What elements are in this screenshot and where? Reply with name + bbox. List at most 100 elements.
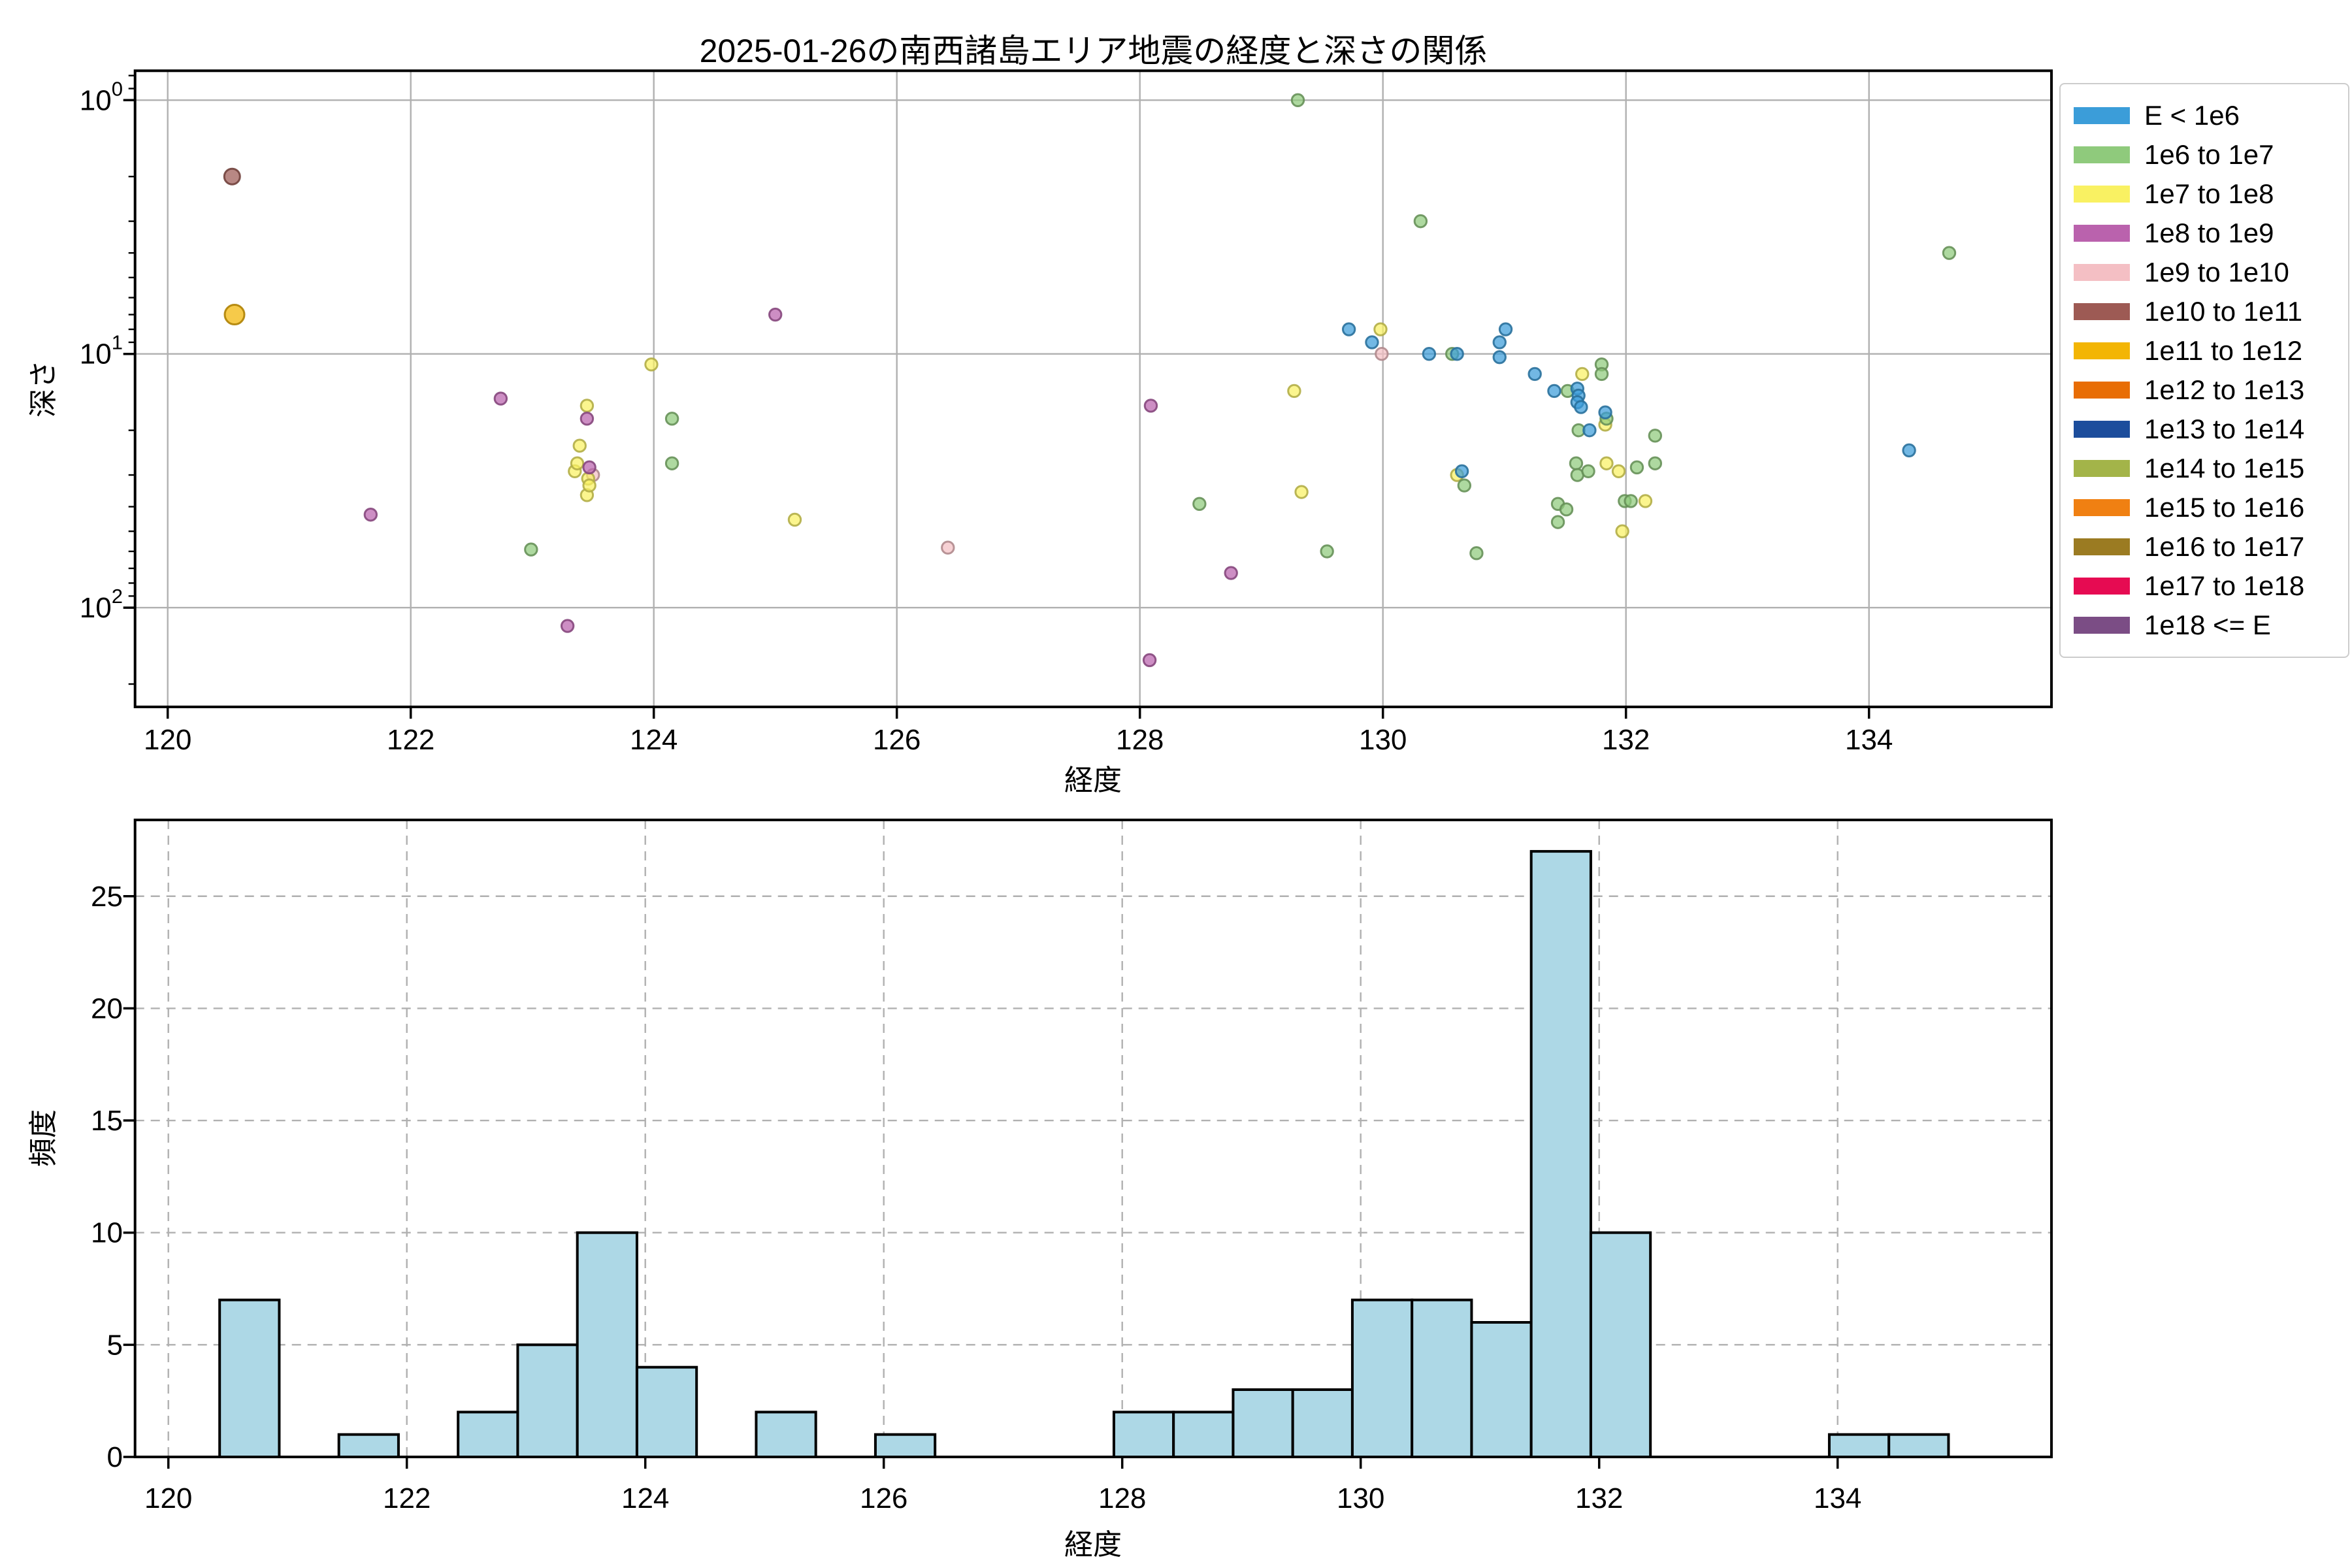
log-tick-label: 100: [80, 77, 123, 116]
legend-label: 1e18 <= E: [2144, 610, 2271, 640]
legend: E < 1e6 1e6 to 1e7 1e7 to 1e8 1e8 to 1e9 1e9…: [2059, 83, 2349, 658]
legend-swatch: [2074, 107, 2130, 124]
histogram-bar: [1291, 1388, 1354, 1459]
data-point: [1142, 653, 1157, 668]
legend-label: 1e7 to 1e8: [2144, 178, 2274, 209]
data-point: [363, 508, 378, 522]
data-point: [1574, 400, 1588, 414]
legend-swatch: [2074, 617, 2130, 634]
legend-label: 1e11 to 1e12: [2144, 335, 2303, 366]
tick-label: 122: [387, 724, 434, 756]
data-point: [1294, 485, 1309, 499]
histogram-bar: [635, 1365, 698, 1458]
data-point: [1547, 384, 1561, 399]
tick-label: 128: [1098, 1482, 1146, 1514]
data-point: [1615, 524, 1629, 538]
scatter-series: [568, 322, 1653, 538]
data-point: [1341, 322, 1356, 336]
data-point: [1648, 456, 1663, 470]
tick-label: 122: [383, 1482, 431, 1514]
data-point: [664, 456, 679, 470]
tick-label: 15: [91, 1105, 123, 1137]
scatter-series: [586, 347, 1389, 555]
scatter-series: [524, 93, 1957, 561]
data-point: [1648, 429, 1663, 443]
tick-label: 120: [144, 724, 191, 756]
legend-label: 1e10 to 1e11: [2144, 296, 2303, 327]
data-point: [1559, 502, 1574, 517]
data-point: [1373, 322, 1388, 336]
data-point: [1599, 456, 1614, 470]
legend-item: 1e6 to 1e7: [2074, 139, 2348, 171]
log-tick-label: 102: [80, 585, 123, 624]
tick-label: 124: [621, 1482, 669, 1514]
histogram-ylabel: 頻度: [27, 1109, 59, 1167]
tick-label: 126: [873, 724, 921, 756]
data-point: [1365, 335, 1379, 350]
legend-item: 1e17 to 1e18: [2074, 570, 2348, 602]
data-point: [1290, 93, 1305, 108]
scatter-series: [363, 307, 1238, 668]
legend-item: 1e18 <= E: [2074, 610, 2348, 641]
histogram-bar: [1232, 1388, 1294, 1459]
data-point: [768, 307, 783, 322]
data-point: [644, 357, 659, 372]
histogram-bar: [337, 1433, 400, 1458]
data-point: [524, 542, 538, 557]
data-point: [1450, 347, 1464, 361]
tick-label: 132: [1602, 724, 1650, 756]
legend-swatch: [2074, 264, 2130, 281]
histogram-bar: [1529, 850, 1592, 1458]
legend-label: 1e13 to 1e14: [2144, 414, 2305, 444]
scatter-series: [1341, 322, 1916, 478]
data-point: [1629, 460, 1644, 475]
data-point: [570, 456, 585, 470]
histogram-bar: [457, 1411, 519, 1459]
data-point: [582, 478, 596, 493]
histogram-bar: [1411, 1298, 1473, 1458]
data-point: [1454, 464, 1469, 478]
data-point: [493, 391, 508, 406]
legend-label: E < 1e6: [2144, 100, 2240, 131]
tick-label: 10: [91, 1217, 123, 1249]
data-point: [1598, 405, 1612, 419]
data-point: [1942, 246, 1957, 260]
log-tick-label: 101: [80, 331, 123, 370]
legend-item: 1e8 to 1e9: [2074, 218, 2348, 249]
data-point: [223, 304, 246, 326]
histogram-bar: [1112, 1411, 1175, 1459]
data-point: [1320, 544, 1334, 559]
legend-item: 1e9 to 1e10: [2074, 257, 2348, 288]
data-point: [580, 412, 595, 426]
data-point: [664, 412, 679, 426]
data-point: [1582, 423, 1597, 438]
legend-item: 1e11 to 1e12: [2074, 335, 2348, 367]
histogram-xlabel: 経度: [1064, 1529, 1122, 1561]
data-point: [1498, 322, 1513, 336]
data-point: [1581, 464, 1595, 478]
data-point: [941, 540, 955, 555]
scatter-spines: [133, 69, 2053, 709]
histogram-bar: [874, 1433, 937, 1458]
data-point: [1575, 367, 1590, 382]
histogram-bar: [1470, 1321, 1533, 1459]
legend-swatch: [2074, 538, 2130, 555]
legend-label: 1e8 to 1e9: [2144, 218, 2274, 248]
data-point: [1638, 494, 1653, 508]
legend-item: 1e12 to 1e13: [2074, 374, 2348, 406]
legend-label: 1e9 to 1e10: [2144, 257, 2289, 287]
legend-swatch: [2074, 382, 2130, 399]
data-point: [1422, 347, 1437, 361]
histogram-plot: 120 122 124 126 128 130 132 134 0 5 10 15 20 25: [91, 819, 2053, 1514]
data-point: [1492, 335, 1507, 350]
legend-label: 1e14 to 1e15: [2144, 453, 2305, 483]
histogram-bar: [576, 1231, 638, 1458]
tick-label: 132: [1575, 1482, 1623, 1514]
scatter-plot: 120 122 124 126 128 130 132 134 100 101 102: [80, 69, 2053, 756]
legend-swatch: [2074, 303, 2130, 320]
scatter-ylabel: 深さ: [27, 360, 59, 417]
tick-label: 25: [91, 881, 123, 913]
legend-swatch: [2074, 578, 2130, 595]
